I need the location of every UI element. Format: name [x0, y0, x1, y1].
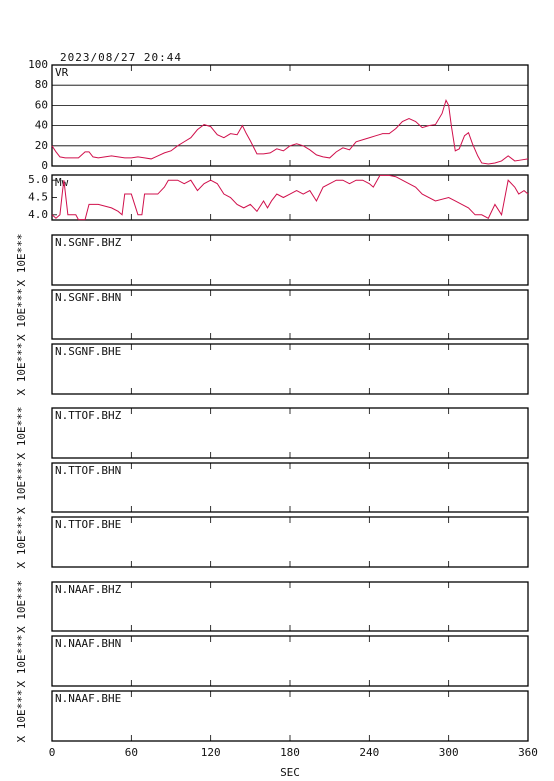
panel-frame — [51, 516, 529, 568]
panel-frame — [51, 635, 529, 687]
data-line — [51, 99, 529, 165]
station-label: N.SGNF.BHZ — [55, 236, 122, 249]
y-tick-label: 4.0 — [28, 208, 48, 221]
x-tick-label: 240 — [359, 746, 379, 759]
x-tick-label: 120 — [201, 746, 221, 759]
y-axis-label: X 10E*** — [15, 343, 28, 396]
y-tick-label: 0 — [41, 159, 48, 172]
y-axis-label: X 10E*** — [15, 690, 28, 743]
station-label: N.TTOF.BHN — [55, 464, 121, 477]
x-tick-label: 180 — [280, 746, 300, 759]
y-axis-label: X 10E*** — [15, 461, 28, 514]
y-tick-label: 4.5 — [28, 191, 48, 204]
station-label: N.NAAF.BHN — [55, 637, 121, 650]
data-line — [51, 174, 529, 221]
x-tick-label: 300 — [439, 746, 459, 759]
y-axis-label: X 10E*** — [15, 407, 28, 460]
panel-frame — [51, 64, 529, 167]
panel-frame — [51, 690, 529, 742]
station-label: N.TTOF.BHZ — [55, 409, 122, 422]
station-label: N.SGNF.BHE — [55, 345, 121, 358]
x-tick-label: 60 — [125, 746, 138, 759]
chart-title: 2023/08/27 20:44 — [60, 51, 182, 64]
y-tick-label: 60 — [35, 98, 48, 111]
panel-frame — [51, 462, 529, 513]
panel-frame — [51, 407, 529, 459]
x-axis-label: SEC — [280, 766, 300, 779]
x-tick-label: 360 — [518, 746, 538, 759]
station-label: N.NAAF.BHZ — [55, 583, 122, 596]
x-tick-label: 0 — [49, 746, 56, 759]
y-tick-label: 100 — [28, 58, 48, 71]
y-axis-label: X 10E*** — [15, 516, 28, 569]
panel-frame — [51, 234, 529, 286]
y-tick-label: 20 — [35, 139, 48, 152]
panel-frame — [51, 289, 529, 340]
y-tick-label: 5.0 — [28, 173, 48, 186]
y-axis-label: VR — [55, 66, 69, 79]
y-axis-label: X 10E*** — [15, 580, 28, 633]
panel-frame — [51, 343, 529, 395]
panel-frame — [51, 581, 529, 632]
panel-frame — [51, 174, 529, 221]
y-tick-label: 40 — [35, 119, 48, 132]
station-label: N.NAAF.BHE — [55, 692, 121, 705]
y-axis-label: Mw — [55, 176, 69, 189]
station-label: N.TTOF.BHE — [55, 518, 121, 531]
y-axis-label: X 10E*** — [15, 234, 28, 287]
y-axis-label: X 10E*** — [15, 635, 28, 688]
y-tick-label: 80 — [35, 78, 48, 91]
station-label: N.SGNF.BHN — [55, 291, 121, 304]
y-axis-label: X 10E*** — [15, 288, 28, 341]
